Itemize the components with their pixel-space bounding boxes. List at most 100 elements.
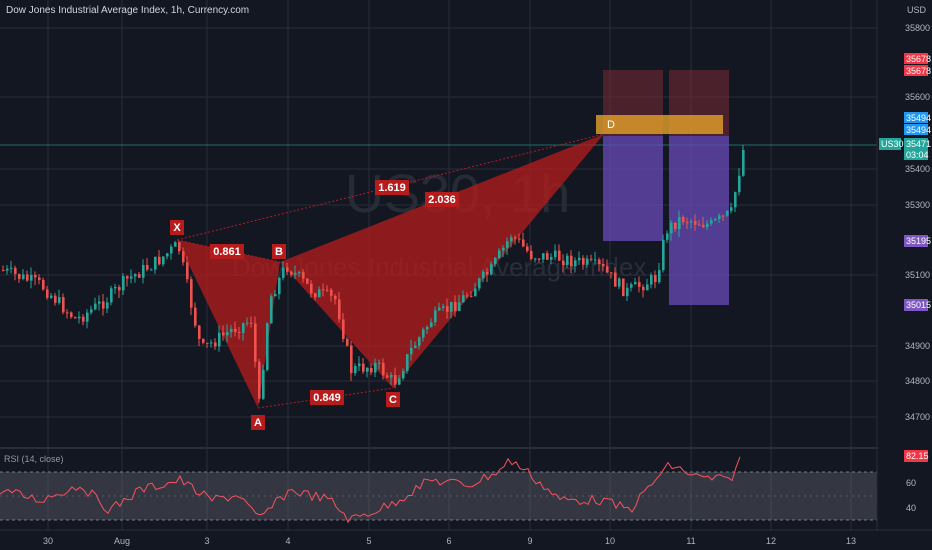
candle-body — [326, 289, 329, 291]
candle-body — [426, 326, 429, 330]
candle-body — [690, 221, 693, 223]
candle-body — [738, 175, 741, 193]
candle-body — [302, 272, 305, 279]
candle-body — [442, 306, 445, 308]
time-label: 6 — [446, 536, 451, 546]
candle-body — [122, 276, 125, 291]
candle-body — [590, 258, 593, 260]
candle-body — [610, 272, 613, 274]
candle-body — [22, 274, 25, 279]
candle-body — [222, 332, 225, 336]
candle-body — [654, 275, 657, 283]
point-b-label: B — [275, 246, 283, 258]
candlestick-series — [2, 144, 745, 403]
candle-body — [362, 363, 365, 372]
candle-body — [726, 210, 729, 216]
time-label: 4 — [285, 536, 290, 546]
time-label: 3 — [204, 536, 209, 546]
candle-body — [214, 342, 217, 347]
candle-body — [634, 282, 637, 285]
candle-body — [230, 328, 233, 333]
candle-body — [170, 246, 173, 254]
point-c-label: C — [389, 394, 397, 406]
candle-body — [358, 363, 361, 367]
candle-body — [114, 287, 117, 289]
candle-body — [274, 294, 277, 297]
candle-body — [470, 295, 473, 297]
candle-body — [522, 239, 525, 247]
candle-body — [678, 217, 681, 230]
price-tick: 35400 — [905, 164, 930, 174]
candle-body — [130, 276, 133, 279]
candle-body — [238, 332, 241, 334]
candle-body — [618, 278, 621, 287]
d-zone-rectangle[interactable] — [596, 115, 723, 134]
last-price-badge: 35471 — [906, 139, 931, 149]
point-x-label: X — [173, 222, 181, 234]
candle-body — [598, 259, 601, 264]
candle-body — [554, 250, 557, 257]
candle-body — [334, 295, 337, 300]
candle-body — [94, 303, 97, 310]
candle-body — [66, 312, 69, 314]
candle-body — [734, 192, 737, 208]
point-d-label: D — [607, 119, 615, 131]
candle-body — [270, 296, 273, 324]
pattern-ratio-labels: 0.861 1.619 2.036 0.849 — [210, 180, 459, 405]
candle-body — [106, 302, 109, 309]
candle-body — [478, 278, 481, 289]
candle-body — [266, 323, 269, 370]
chart-title: Dow Jones Industrial Average Index, 1h, … — [6, 5, 250, 16]
candle-body — [682, 217, 685, 223]
candle-body — [562, 260, 565, 266]
candle-body — [674, 222, 677, 230]
candle-body — [494, 258, 497, 265]
ratio-abc: 0.849 — [313, 392, 341, 404]
candle-body — [346, 338, 349, 346]
candle-body — [138, 274, 141, 278]
candle-body — [194, 307, 197, 326]
candle-body — [110, 288, 113, 303]
candle-body — [178, 242, 181, 252]
price-badges: 35678 35678 35494 35494 US30 35471 03:04… — [879, 53, 931, 513]
candle-body — [722, 215, 725, 217]
candle-body — [262, 369, 265, 399]
candle-body — [418, 337, 421, 346]
candle-body — [126, 276, 129, 279]
candle-body — [670, 222, 673, 234]
price-tick: 34900 — [905, 341, 930, 351]
candle-body — [174, 242, 177, 247]
position-target-zone-1[interactable] — [603, 136, 663, 241]
candle-body — [546, 253, 549, 260]
candle-body — [82, 316, 85, 322]
candle-body — [10, 267, 13, 269]
candle-body — [314, 293, 317, 298]
candle-body — [698, 224, 701, 226]
candle-body — [34, 274, 37, 278]
candle-body — [46, 289, 49, 298]
candle-body — [710, 220, 713, 224]
time-label: 10 — [605, 536, 615, 546]
candle-body — [706, 223, 709, 228]
time-label: 9 — [527, 536, 532, 546]
price-tick: 34700 — [905, 412, 930, 422]
candle-body — [42, 279, 45, 290]
candle-body — [422, 329, 425, 338]
candle-body — [650, 275, 653, 285]
candle-body — [202, 338, 205, 343]
candle-body — [290, 271, 293, 275]
candle-body — [166, 253, 169, 257]
candle-body — [406, 354, 409, 371]
candle-body — [298, 272, 301, 274]
candle-body — [378, 362, 381, 364]
candle-body — [714, 218, 717, 221]
candle-body — [574, 260, 577, 267]
candle-body — [86, 312, 89, 322]
price-tick: 34800 — [905, 376, 930, 386]
countdown-badge: 03:04 — [906, 150, 929, 160]
candle-body — [242, 323, 245, 333]
time-axis[interactable] — [0, 530, 932, 550]
candle-body — [506, 241, 509, 248]
candle-body — [322, 289, 325, 291]
